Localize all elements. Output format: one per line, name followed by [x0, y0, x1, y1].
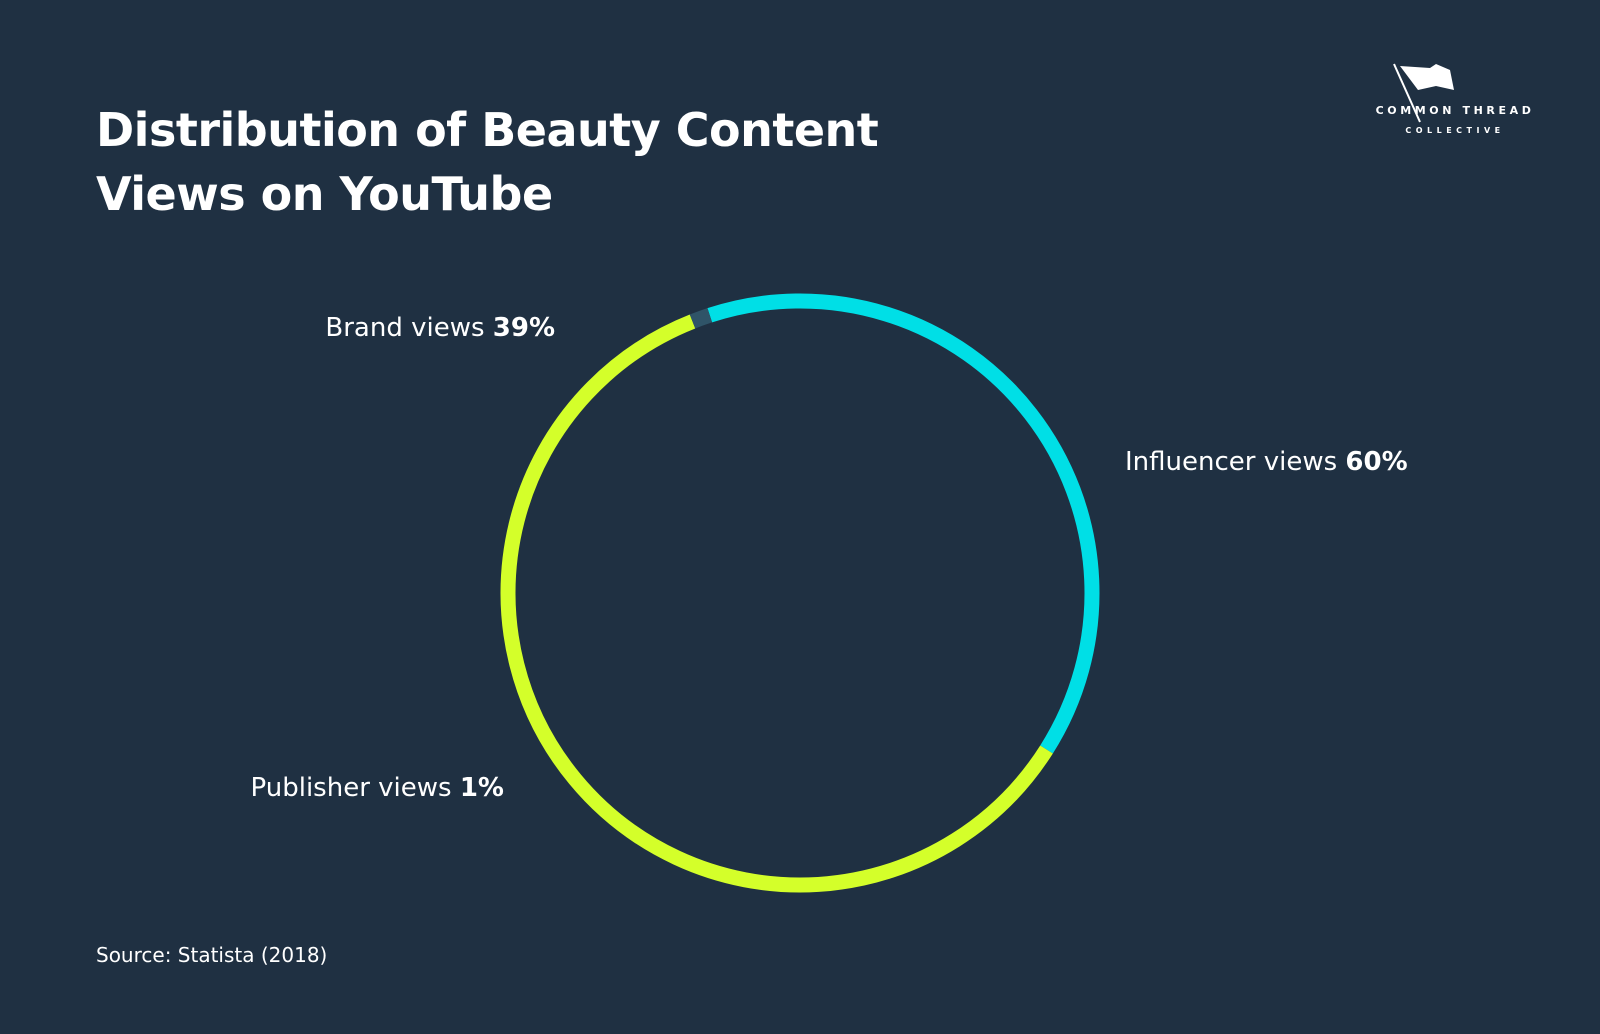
slice-label-brand-name: Brand views — [325, 313, 485, 343]
slice-label-publisher-name: Publisher views — [250, 773, 452, 803]
chart-title: Distribution of Beauty Content Views on … — [96, 98, 896, 226]
chart-title-line-2: Views on YouTube — [96, 167, 553, 221]
slice-label-influencer-value: 60% — [1345, 447, 1408, 477]
slice-label-publisher-value: 1% — [459, 773, 504, 803]
common-thread-logo: COMMON THREAD COLLECTIVE — [1370, 60, 1540, 140]
source-note: Source: Statista (2018) — [96, 943, 328, 967]
slice-label-publisher: Publisher views 1% — [251, 772, 504, 804]
slice-label-brand: Brand views 39% — [325, 312, 555, 344]
logo-name: COMMON THREAD — [1375, 104, 1535, 117]
slice-influencer — [500, 314, 1053, 893]
slice-label-brand-value: 39% — [492, 313, 555, 343]
chart-title-line-1: Distribution of Beauty Content — [96, 103, 879, 157]
slice-label-influencer: Influencer views 60% — [1125, 446, 1408, 478]
slice-brand — [707, 293, 1100, 754]
slice-label-influencer-name: Influencer views — [1125, 447, 1338, 477]
slice-publisher — [689, 308, 713, 329]
flag-icon — [1393, 63, 1454, 123]
logo-subname: COLLECTIVE — [1405, 126, 1505, 135]
